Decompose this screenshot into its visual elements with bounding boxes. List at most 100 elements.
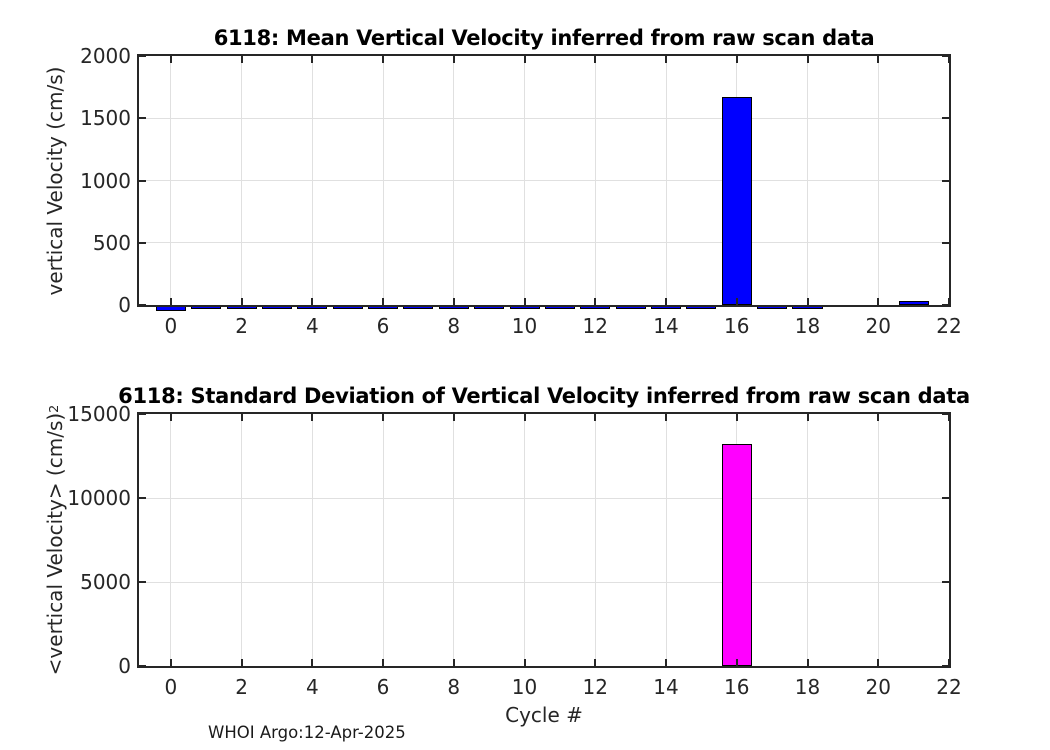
x-gridline [524, 414, 526, 666]
x-tick-mark [382, 659, 385, 666]
x-tick-mark [523, 659, 526, 666]
y-tick-label: 2000 [80, 44, 131, 68]
x-tick-mark [169, 56, 172, 63]
x-tick-mark [523, 298, 526, 305]
y-tick-mark [139, 241, 146, 244]
x-tick-label: 6 [376, 675, 390, 699]
x-tick-label: 14 [653, 675, 679, 699]
y-tick-mark [139, 55, 146, 57]
y-tick-mark [942, 581, 949, 583]
x-tick-label: 6 [376, 314, 390, 338]
x-tick-label: 8 [447, 675, 461, 699]
y-tick-label: 5000 [80, 570, 131, 594]
x-tick-mark [806, 659, 809, 666]
y-tick-label: 1000 [80, 168, 131, 193]
x-tick-label: 4 [305, 675, 319, 699]
y-tick-label: 500 [92, 230, 131, 255]
x-gridline [877, 414, 879, 666]
x-tick-label: 0 [164, 675, 178, 699]
x-tick-label: 10 [511, 314, 538, 338]
y-tick-mark [942, 304, 949, 306]
y-tick-label: 10000 [67, 486, 131, 510]
y-tick-mark [942, 497, 949, 499]
x-tick-label: 16 [724, 675, 750, 699]
x-tick-label: 16 [724, 314, 750, 338]
x-axis-label: Cycle # [505, 703, 583, 727]
x-tick-mark [594, 414, 597, 421]
x-tick-label: 8 [447, 314, 461, 338]
x-tick-mark [311, 56, 314, 63]
x-tick-mark [311, 414, 314, 421]
x-tick-label: 20 [865, 314, 891, 338]
x-tick-mark [948, 659, 950, 666]
x-tick-label: 12 [582, 675, 608, 699]
x-tick-mark [735, 298, 738, 305]
y-gridline [139, 180, 949, 181]
x-gridline [665, 414, 667, 666]
y-tick-mark [942, 413, 949, 415]
y-tick-mark [942, 55, 949, 57]
x-tick-mark [523, 56, 526, 63]
x-tick-mark [523, 414, 526, 421]
x-tick-mark [806, 414, 809, 421]
x-tick-label: 12 [582, 314, 608, 338]
x-tick-mark [382, 298, 385, 305]
x-tick-mark [948, 298, 950, 305]
x-tick-mark [806, 298, 809, 305]
x-tick-mark [665, 56, 668, 63]
y-tick-mark [139, 179, 146, 182]
x-tick-mark [665, 298, 668, 305]
x-tick-mark [877, 56, 880, 63]
x-tick-label: 20 [865, 675, 891, 699]
x-tick-mark [169, 298, 172, 305]
x-tick-mark [877, 659, 880, 666]
y-gridline [139, 242, 949, 244]
y-tick-mark [139, 665, 146, 667]
x-tick-mark [806, 56, 809, 63]
y-tick-label: 0 [118, 293, 131, 317]
x-tick-mark [948, 414, 950, 421]
x-tick-mark [735, 414, 738, 421]
x-tick-mark [452, 414, 455, 421]
bar-cycle-21 [898, 301, 929, 305]
y-gridline [139, 581, 949, 583]
y-gridline [139, 117, 949, 119]
x-tick-mark [877, 298, 880, 305]
x-tick-label: 18 [794, 675, 821, 699]
x-tick-mark [452, 56, 455, 63]
y-tick-mark [942, 665, 949, 667]
x-tick-mark [594, 659, 597, 666]
x-tick-mark [452, 298, 455, 305]
x-gridline [382, 414, 384, 666]
x-tick-label: 2 [235, 675, 248, 699]
x-tick-mark [169, 659, 172, 666]
y-tick-label: 1500 [80, 106, 131, 131]
x-tick-mark [240, 56, 243, 63]
plot-border [137, 412, 951, 668]
x-tick-mark [382, 414, 385, 421]
x-tick-mark [382, 56, 385, 63]
y-tick-mark [139, 413, 146, 415]
x-gridline [170, 414, 172, 666]
x-tick-mark [452, 659, 455, 666]
bar-cycle-16 [721, 97, 752, 305]
x-tick-label: 22 [936, 675, 962, 699]
chart-title: 6118: Standard Deviation of Vertical Vel… [118, 384, 970, 408]
x-tick-mark [311, 659, 314, 666]
chart-title: 6118: Mean Vertical Velocity inferred fr… [213, 26, 875, 50]
bar-cycle-16 [721, 444, 752, 666]
x-tick-label: 14 [653, 314, 679, 338]
y-tick-mark [139, 117, 146, 120]
x-tick-mark [665, 414, 668, 421]
y-gridline [139, 497, 949, 499]
x-tick-mark [948, 56, 950, 63]
x-tick-label: 2 [235, 314, 248, 338]
x-tick-label: 10 [511, 675, 538, 699]
x-tick-mark [240, 298, 243, 305]
y-tick-label: 0 [118, 654, 131, 678]
x-tick-label: 22 [936, 314, 962, 338]
x-tick-mark [735, 56, 738, 63]
x-tick-mark [169, 414, 172, 421]
